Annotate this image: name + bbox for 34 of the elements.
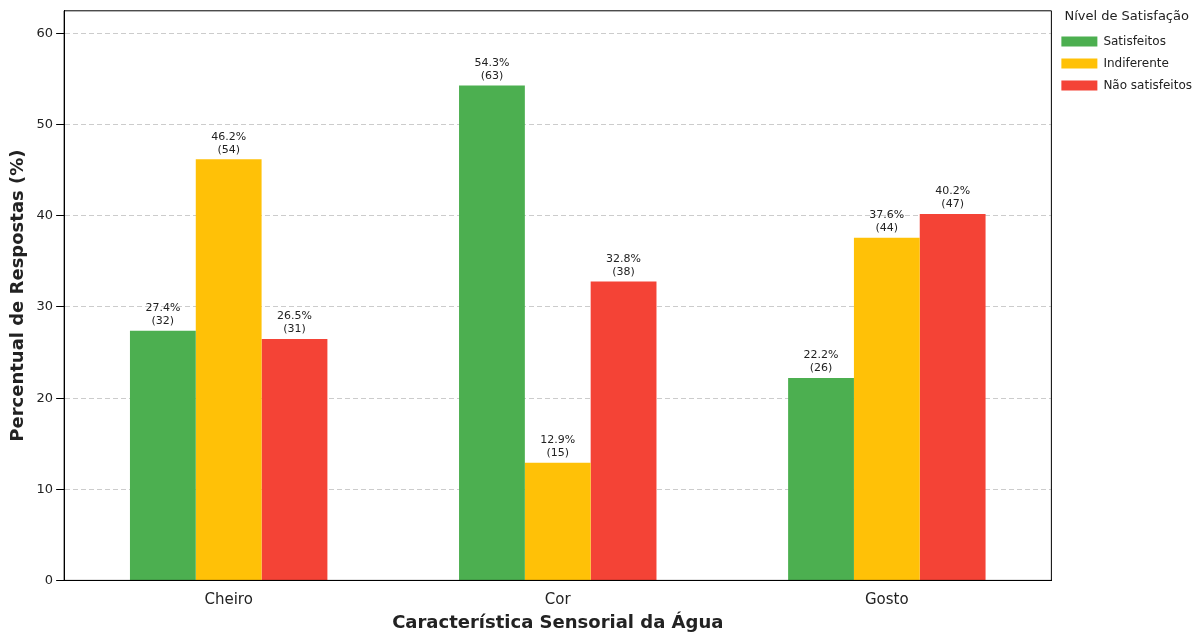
legend-title: Nível de Satisfação — [1064, 7, 1189, 23]
y-tick-label: 50 — [36, 116, 54, 132]
y-tick-label: 0 — [44, 571, 54, 587]
legend-label: Não satisfeitos — [1103, 77, 1192, 92]
data-label: 26.5% (31) — [277, 309, 312, 336]
bar — [788, 378, 854, 580]
y-tick-label: 10 — [36, 480, 54, 496]
legend-label: Indiferente — [1103, 55, 1169, 70]
data-label: 37.6% (44) — [869, 208, 905, 235]
y-tick-label: 20 — [36, 389, 54, 405]
legend-label: Satisfeitos — [1103, 33, 1166, 48]
bar — [919, 214, 986, 580]
data-label: 27.4% (32) — [145, 301, 181, 328]
y-tick-label: 40 — [36, 207, 54, 223]
bar — [129, 330, 196, 580]
bar — [195, 159, 262, 580]
x-tick-label: Cor — [544, 590, 572, 609]
y-tick-label: 30 — [36, 298, 54, 314]
data-label: 12.9% (15) — [540, 433, 576, 460]
bar — [261, 338, 328, 580]
bar — [853, 237, 920, 580]
y-axis-title: Percentual de Respostas (%) — [6, 149, 28, 442]
bar — [459, 85, 525, 580]
bar — [590, 281, 657, 580]
bar — [524, 462, 591, 580]
data-label: 54.3% (63) — [474, 55, 510, 82]
data-label: 22.2% (26) — [803, 348, 839, 375]
data-label: 32.8% (38) — [606, 251, 642, 278]
data-label: 46.2% (54) — [211, 129, 247, 156]
x-tick-label: Gosto — [864, 590, 909, 609]
y-tick-label: 60 — [36, 24, 54, 40]
x-tick-label: Cheiro — [204, 590, 253, 609]
x-axis-title: Característica Sensorial da Água — [392, 610, 724, 632]
data-label: 40.2% (47) — [935, 184, 971, 211]
